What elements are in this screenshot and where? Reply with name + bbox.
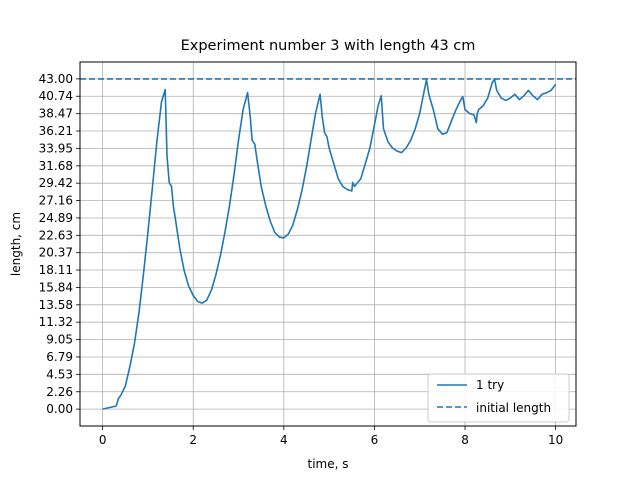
x-tick-label: 0 <box>99 433 107 447</box>
y-axis: 0.00 2.26 4.53 6.79 9.05 11.32 13.58 15.84 18.11… <box>39 72 80 416</box>
y-tick-label: 9.05 <box>46 333 73 347</box>
legend-label-1-try: 1 try <box>476 378 504 392</box>
y-tick-label: 4.53 <box>46 367 73 381</box>
x-tick-label: 2 <box>189 433 197 447</box>
y-tick-label: 18.11 <box>39 263 73 277</box>
y-tick-label: 15.84 <box>39 280 73 294</box>
y-tick-label: 11.32 <box>39 315 73 329</box>
y-tick-label: 0.00 <box>46 402 73 416</box>
chart-title: Experiment number 3 with length 43 cm <box>181 38 476 54</box>
series-layer <box>80 78 576 410</box>
x-axis: 0 2 4 6 8 10 <box>99 426 563 447</box>
plot-frame <box>79 61 577 427</box>
y-tick-label: 2.26 <box>46 385 73 399</box>
grid <box>80 62 576 426</box>
x-tick-label: 10 <box>548 433 563 447</box>
legend: 1 try initial length <box>427 373 570 423</box>
y-tick-label: 27.16 <box>39 194 73 208</box>
y-axis-title: length, cm <box>9 212 23 276</box>
y-tick-label: 33.95 <box>39 141 73 155</box>
legend-label-initial-length: initial length <box>476 401 551 415</box>
x-tick-label: 8 <box>461 433 469 447</box>
y-tick-label: 38.47 <box>39 107 73 121</box>
x-axis-title: time, s <box>308 457 349 471</box>
y-tick-label: 6.79 <box>46 350 73 364</box>
y-tick-label: 13.58 <box>39 298 73 312</box>
y-tick-label: 43.00 <box>39 72 73 86</box>
y-tick-label: 20.37 <box>39 246 73 260</box>
series-line-1-try <box>102 78 557 410</box>
y-tick-label: 40.74 <box>39 89 73 103</box>
x-tick-label: 4 <box>280 433 288 447</box>
y-tick-label: 31.68 <box>39 159 73 173</box>
y-tick-label: 29.42 <box>39 176 73 190</box>
x-tick-label: 6 <box>371 433 379 447</box>
y-tick-label: 22.63 <box>39 228 73 242</box>
legend-box <box>427 373 570 423</box>
y-tick-label: 36.21 <box>39 124 73 138</box>
y-tick-label: 24.89 <box>39 211 73 225</box>
